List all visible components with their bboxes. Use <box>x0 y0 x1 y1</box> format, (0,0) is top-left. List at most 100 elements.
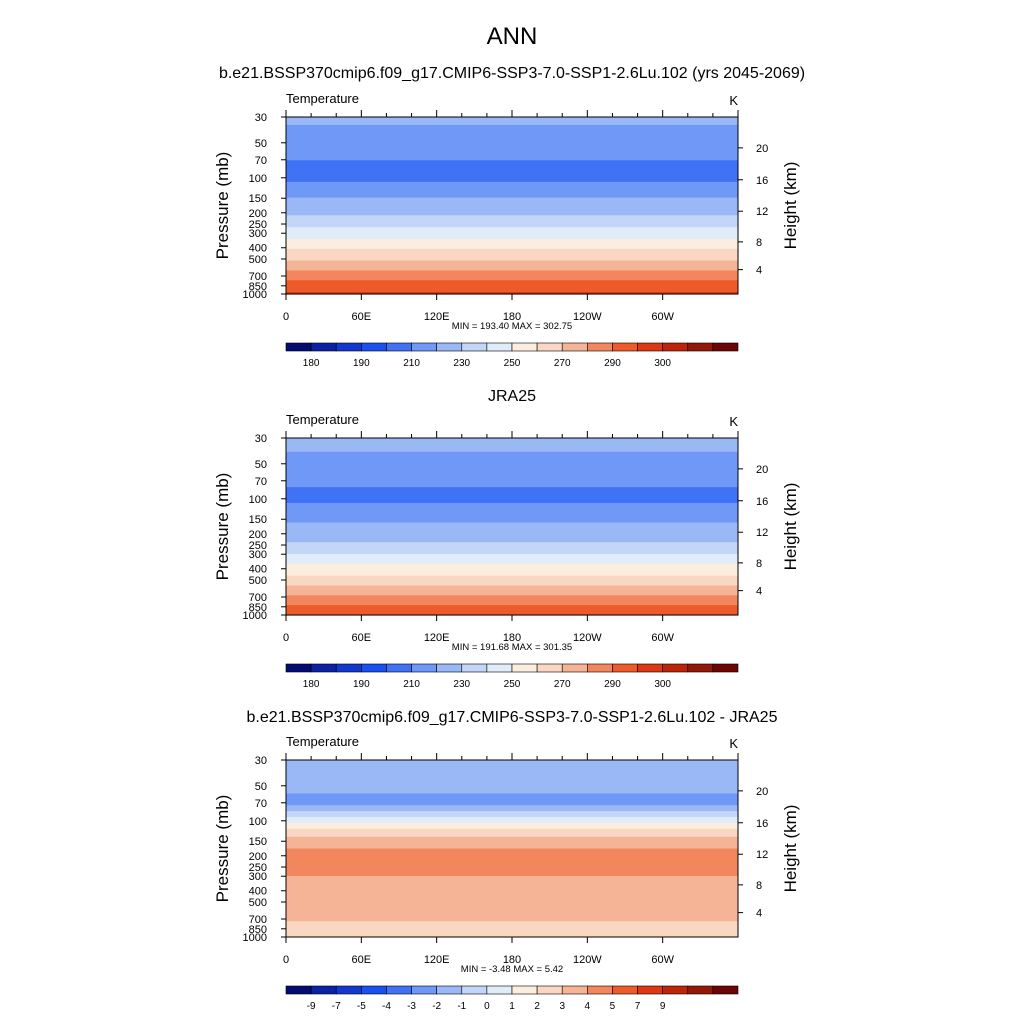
colorbar-label: 230 <box>453 679 470 690</box>
y-tick-label: 250 <box>249 862 267 874</box>
right-axis-label: Height (km) <box>781 805 800 893</box>
colorbar-label: 3 <box>559 1001 565 1012</box>
contour-band <box>286 809 738 812</box>
contour-band <box>286 469 738 473</box>
contour-band <box>286 282 738 285</box>
y-tick-label: 850 <box>249 924 267 936</box>
contour-band <box>286 565 738 569</box>
contour-band <box>286 791 738 795</box>
panel-subtitle: b.e21.BSSP370cmip6.f09_g17.CMIP6-SSP3-7.… <box>219 65 805 82</box>
contour-band <box>286 477 738 480</box>
contour-band <box>286 146 738 150</box>
contour-band <box>286 244 738 248</box>
colorbar-swatch <box>587 342 613 352</box>
contour-band <box>286 765 738 769</box>
colorbar-label: 7 <box>635 1001 641 1012</box>
contour-band <box>286 544 738 547</box>
contour-band <box>286 284 738 287</box>
contour-band <box>286 120 738 124</box>
contour-band <box>286 187 738 191</box>
contour-band <box>286 260 738 264</box>
x-tick-label: 120E <box>424 954 450 966</box>
contour-band <box>286 292 738 295</box>
x-tick-label: 120W <box>573 632 602 644</box>
height-tick-label: 12 <box>756 527 768 539</box>
contour-band <box>286 461 738 465</box>
contour-band <box>286 176 738 179</box>
contour-band <box>286 209 738 212</box>
contour-band <box>286 763 738 767</box>
contour-band <box>286 907 738 911</box>
colorbar-label: -4 <box>382 1001 391 1012</box>
contour-band <box>286 229 738 232</box>
contour-band <box>286 550 738 553</box>
colorbar-swatch <box>511 985 538 995</box>
colorbar-swatch <box>285 985 312 995</box>
colorbar-swatch <box>436 985 463 995</box>
contour-band <box>286 522 738 526</box>
colorbar-swatch <box>612 342 638 352</box>
contour-band <box>286 844 738 848</box>
contour-band <box>286 217 738 220</box>
contour-band <box>286 836 738 840</box>
contour-band <box>286 603 738 606</box>
contour-band <box>286 256 738 260</box>
contour-band <box>286 225 738 228</box>
colorbar-swatch <box>361 342 387 352</box>
units-label: K <box>729 93 738 108</box>
colorbar-label: 210 <box>403 358 420 369</box>
colorbar-swatch <box>436 663 463 673</box>
contour-band <box>286 923 738 926</box>
contour-band <box>286 512 738 516</box>
contour-band <box>286 264 738 268</box>
colorbar-swatch <box>461 663 488 673</box>
y-tick-label: 500 <box>249 897 267 909</box>
contour-band <box>286 467 738 471</box>
panel-subtitle: JRA25 <box>488 388 536 405</box>
contour-band <box>286 166 738 169</box>
contour-band <box>286 438 738 441</box>
contour-band <box>286 799 738 802</box>
contour-band <box>286 546 738 549</box>
height-tick-label: 8 <box>756 237 762 249</box>
colorbar-swatch <box>712 985 739 995</box>
colorbar-swatch <box>536 663 563 673</box>
panel-1: b.e21.BSSP370cmip6.f09_g17.CMIP6-SSP3-7.… <box>213 65 805 369</box>
contour-band <box>286 552 738 555</box>
contour-band <box>286 895 738 899</box>
contour-band <box>286 160 738 163</box>
colorbar: -9 -7 -5 -4 -3 -2 -1 0 1 2 3 4 5 7 9 <box>285 985 739 1012</box>
colorbar-label: 230 <box>453 358 470 369</box>
y-tick-label: 200 <box>249 851 267 863</box>
y-axis-label: Pressure (mb) <box>213 473 232 581</box>
y-tick-label: 100 <box>249 816 267 828</box>
contour-band <box>286 471 738 474</box>
contour-band <box>286 929 738 932</box>
units-label: K <box>729 414 738 429</box>
contour-band <box>286 280 738 283</box>
contour-band <box>286 607 738 610</box>
contour-band <box>286 767 738 771</box>
variable-label: Temperature <box>286 734 359 749</box>
y-tick-label: 30 <box>255 433 267 445</box>
contour-band <box>286 885 738 889</box>
contour-band <box>286 807 738 810</box>
contour-band <box>286 561 738 565</box>
colorbar-swatch <box>386 985 412 995</box>
colorbar-swatch <box>386 342 412 352</box>
contour-band <box>286 172 738 175</box>
contour-band <box>286 585 738 589</box>
x-tick-label: 120E <box>424 632 450 644</box>
y-tick-label: 500 <box>249 575 267 587</box>
colorbar-swatch <box>511 663 538 673</box>
x-tick-label: 120E <box>424 311 450 323</box>
contour-band <box>286 235 738 238</box>
colorbar-swatch <box>637 342 663 352</box>
contour-band <box>286 185 738 189</box>
contour-band <box>286 463 738 467</box>
contour-band <box>286 872 738 875</box>
colorbar-label: 180 <box>303 679 320 690</box>
units-label: K <box>729 736 738 751</box>
contour-band <box>286 542 738 545</box>
